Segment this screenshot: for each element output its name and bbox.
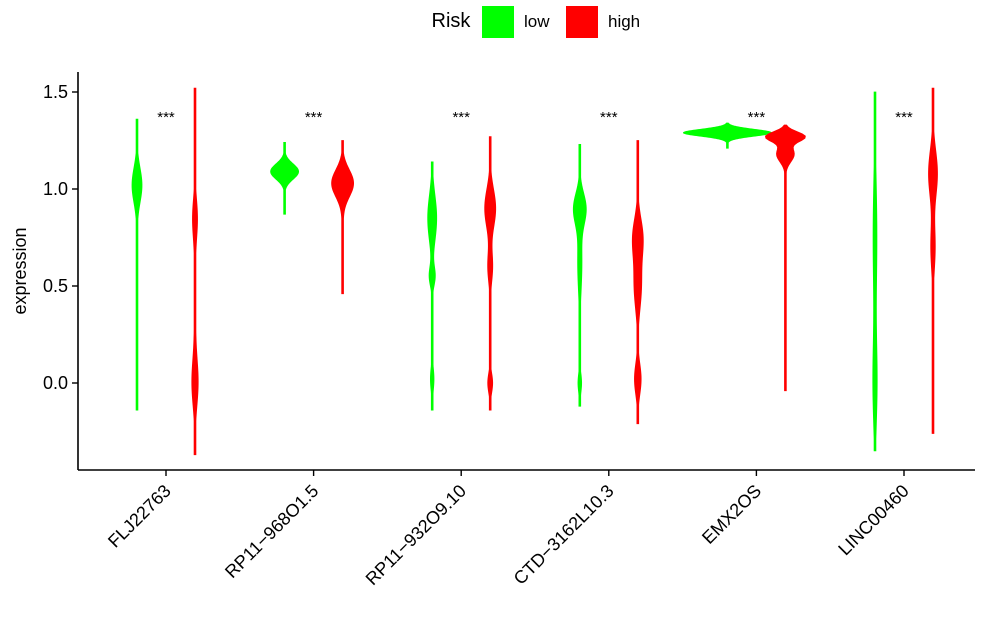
violin-high-0	[191, 87, 199, 456]
significance-label: ***	[748, 109, 766, 126]
legend-title: Risk	[432, 10, 472, 32]
legend-swatch-low	[482, 6, 514, 38]
legend-label-low: low	[524, 12, 550, 31]
violin-high-2	[484, 136, 497, 411]
x-tick-label: EMX2OS	[698, 481, 765, 548]
x-tick-label: LINC00460	[834, 481, 913, 560]
violin-low-4	[682, 122, 772, 149]
violin-low-5	[872, 91, 878, 452]
x-tick-label: RP11−968O1.5	[221, 481, 322, 582]
x-tick-label: CTD−3162L10.3	[510, 481, 618, 589]
violin-low-3	[572, 143, 587, 407]
y-tick-label: 1.0	[43, 179, 68, 199]
violin-high-5	[928, 87, 938, 434]
violin-high-3	[631, 140, 644, 425]
significance-label: ***	[895, 109, 913, 126]
violin-high-1	[331, 140, 354, 295]
y-axis-title: expression	[10, 227, 30, 314]
violin-low-1	[270, 142, 300, 215]
legend-swatch-high	[566, 6, 598, 38]
y-tick-label: 0.5	[43, 276, 68, 296]
significance-label: ***	[305, 109, 323, 126]
y-tick-label: 0.0	[43, 373, 68, 393]
significance-label: ***	[157, 109, 175, 126]
y-tick-label: 1.5	[43, 82, 68, 102]
significance-label: ***	[600, 109, 618, 126]
legend-label-high: high	[608, 12, 640, 31]
x-tick-label: RP11−932O9.10	[362, 481, 470, 589]
x-tick-label: FLJ22763	[104, 481, 175, 552]
violin-low-0	[131, 118, 143, 411]
significance-label: ***	[452, 109, 470, 126]
violin-low-2	[427, 161, 438, 411]
violin-high-4	[764, 124, 806, 392]
